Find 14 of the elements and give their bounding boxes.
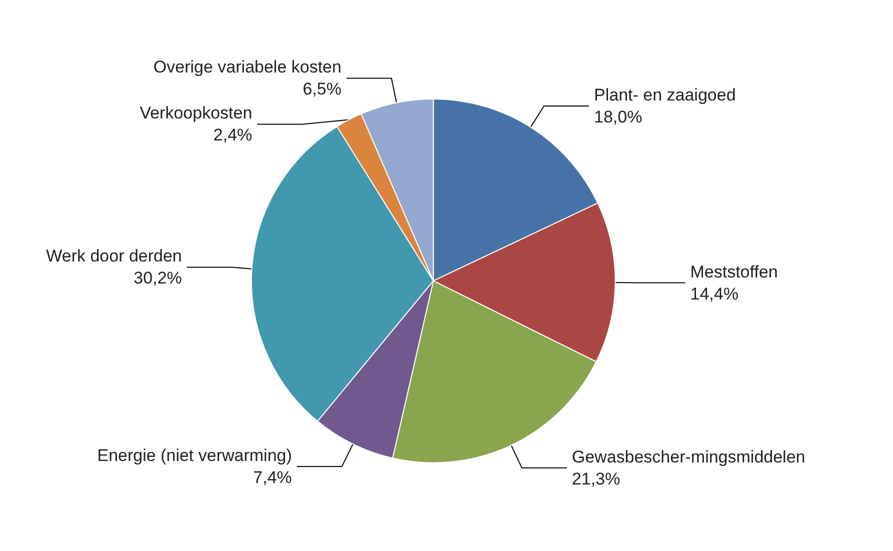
slice-label: Energie (niet verwarming) [97,446,292,465]
data-label: 7,4% [253,468,292,487]
data-label: 14,4% [690,284,738,304]
slice-label: Plant- en zaaigoed [594,86,736,105]
slice-label: Overige variabele kosten [153,58,342,77]
data-label: 30,2% [134,268,182,288]
data-label: 2,4% [213,126,252,145]
slice-label: Verkoopkosten [140,104,252,123]
data-label: 6,5% [302,80,342,99]
slice-label: Meststoffen [690,262,778,282]
slice-label: Werk door derden [46,246,182,266]
data-label: 21,3% [572,469,620,488]
slice-label: Gewasbescher-mingsmiddelen [572,447,806,466]
data-label: 18,0% [594,108,642,127]
